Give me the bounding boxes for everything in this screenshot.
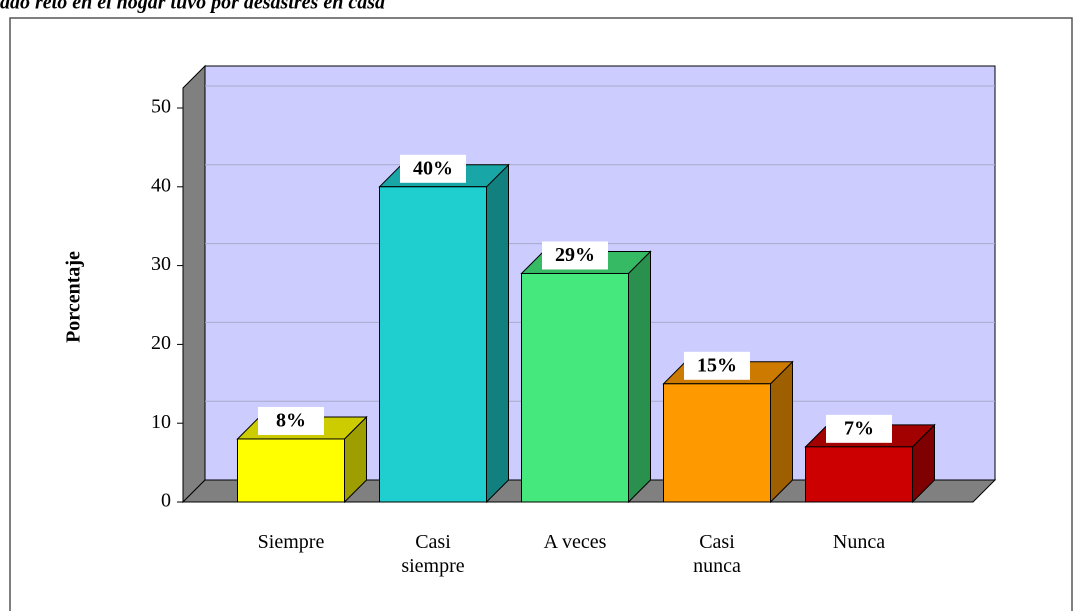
- x-tick-label-line: A veces: [544, 531, 607, 553]
- bar-side: [770, 360, 793, 504]
- value-label: 15%: [697, 354, 737, 376]
- y-tick-label: 30: [151, 253, 171, 275]
- x-tick-label-line: nunca: [693, 555, 741, 577]
- bar: [521, 272, 629, 503]
- y-tick-label: 10: [151, 411, 171, 433]
- y-tick-label: 40: [151, 174, 171, 196]
- chart-title: ado reto en el hogar tuvo por desastres …: [0, 0, 385, 14]
- value-label-box: [684, 351, 750, 380]
- x-tick-label-line: siempre: [401, 555, 464, 577]
- value-label-box: [542, 241, 608, 270]
- value-label-box: [258, 406, 324, 435]
- left-wall: [182, 64, 206, 504]
- bar: [379, 186, 487, 503]
- x-tick-label-line: Siempre: [258, 531, 325, 553]
- x-tick-label: Nunca: [833, 531, 885, 553]
- x-tick-label: Siempre: [258, 531, 325, 553]
- value-label: 8%: [276, 410, 306, 432]
- y-tick-label: 20: [151, 332, 171, 354]
- value-label-box: [826, 414, 892, 443]
- bar: [805, 446, 913, 503]
- value-label: 29%: [555, 244, 595, 266]
- value-label: 40%: [413, 157, 453, 179]
- bar: [663, 383, 771, 503]
- x-tick-label-line: Casi: [415, 531, 451, 553]
- x-tick-label: Casi siempre: [401, 531, 464, 577]
- value-label: 7%: [844, 417, 874, 439]
- x-tick-label-line: Nunca: [833, 531, 885, 553]
- value-label-box: [400, 154, 466, 183]
- y-axis-label: Porcentaje: [63, 251, 85, 343]
- y-tick-label: 0: [161, 490, 171, 512]
- x-tick-label: Casi nunca: [693, 531, 741, 577]
- x-tick-label-line: Casi: [699, 531, 735, 553]
- bar-side: [628, 250, 651, 504]
- bar-side: [486, 163, 509, 504]
- bar: [237, 438, 345, 503]
- y-tick-label: 50: [151, 96, 171, 118]
- x-tick-label: A veces: [544, 531, 607, 553]
